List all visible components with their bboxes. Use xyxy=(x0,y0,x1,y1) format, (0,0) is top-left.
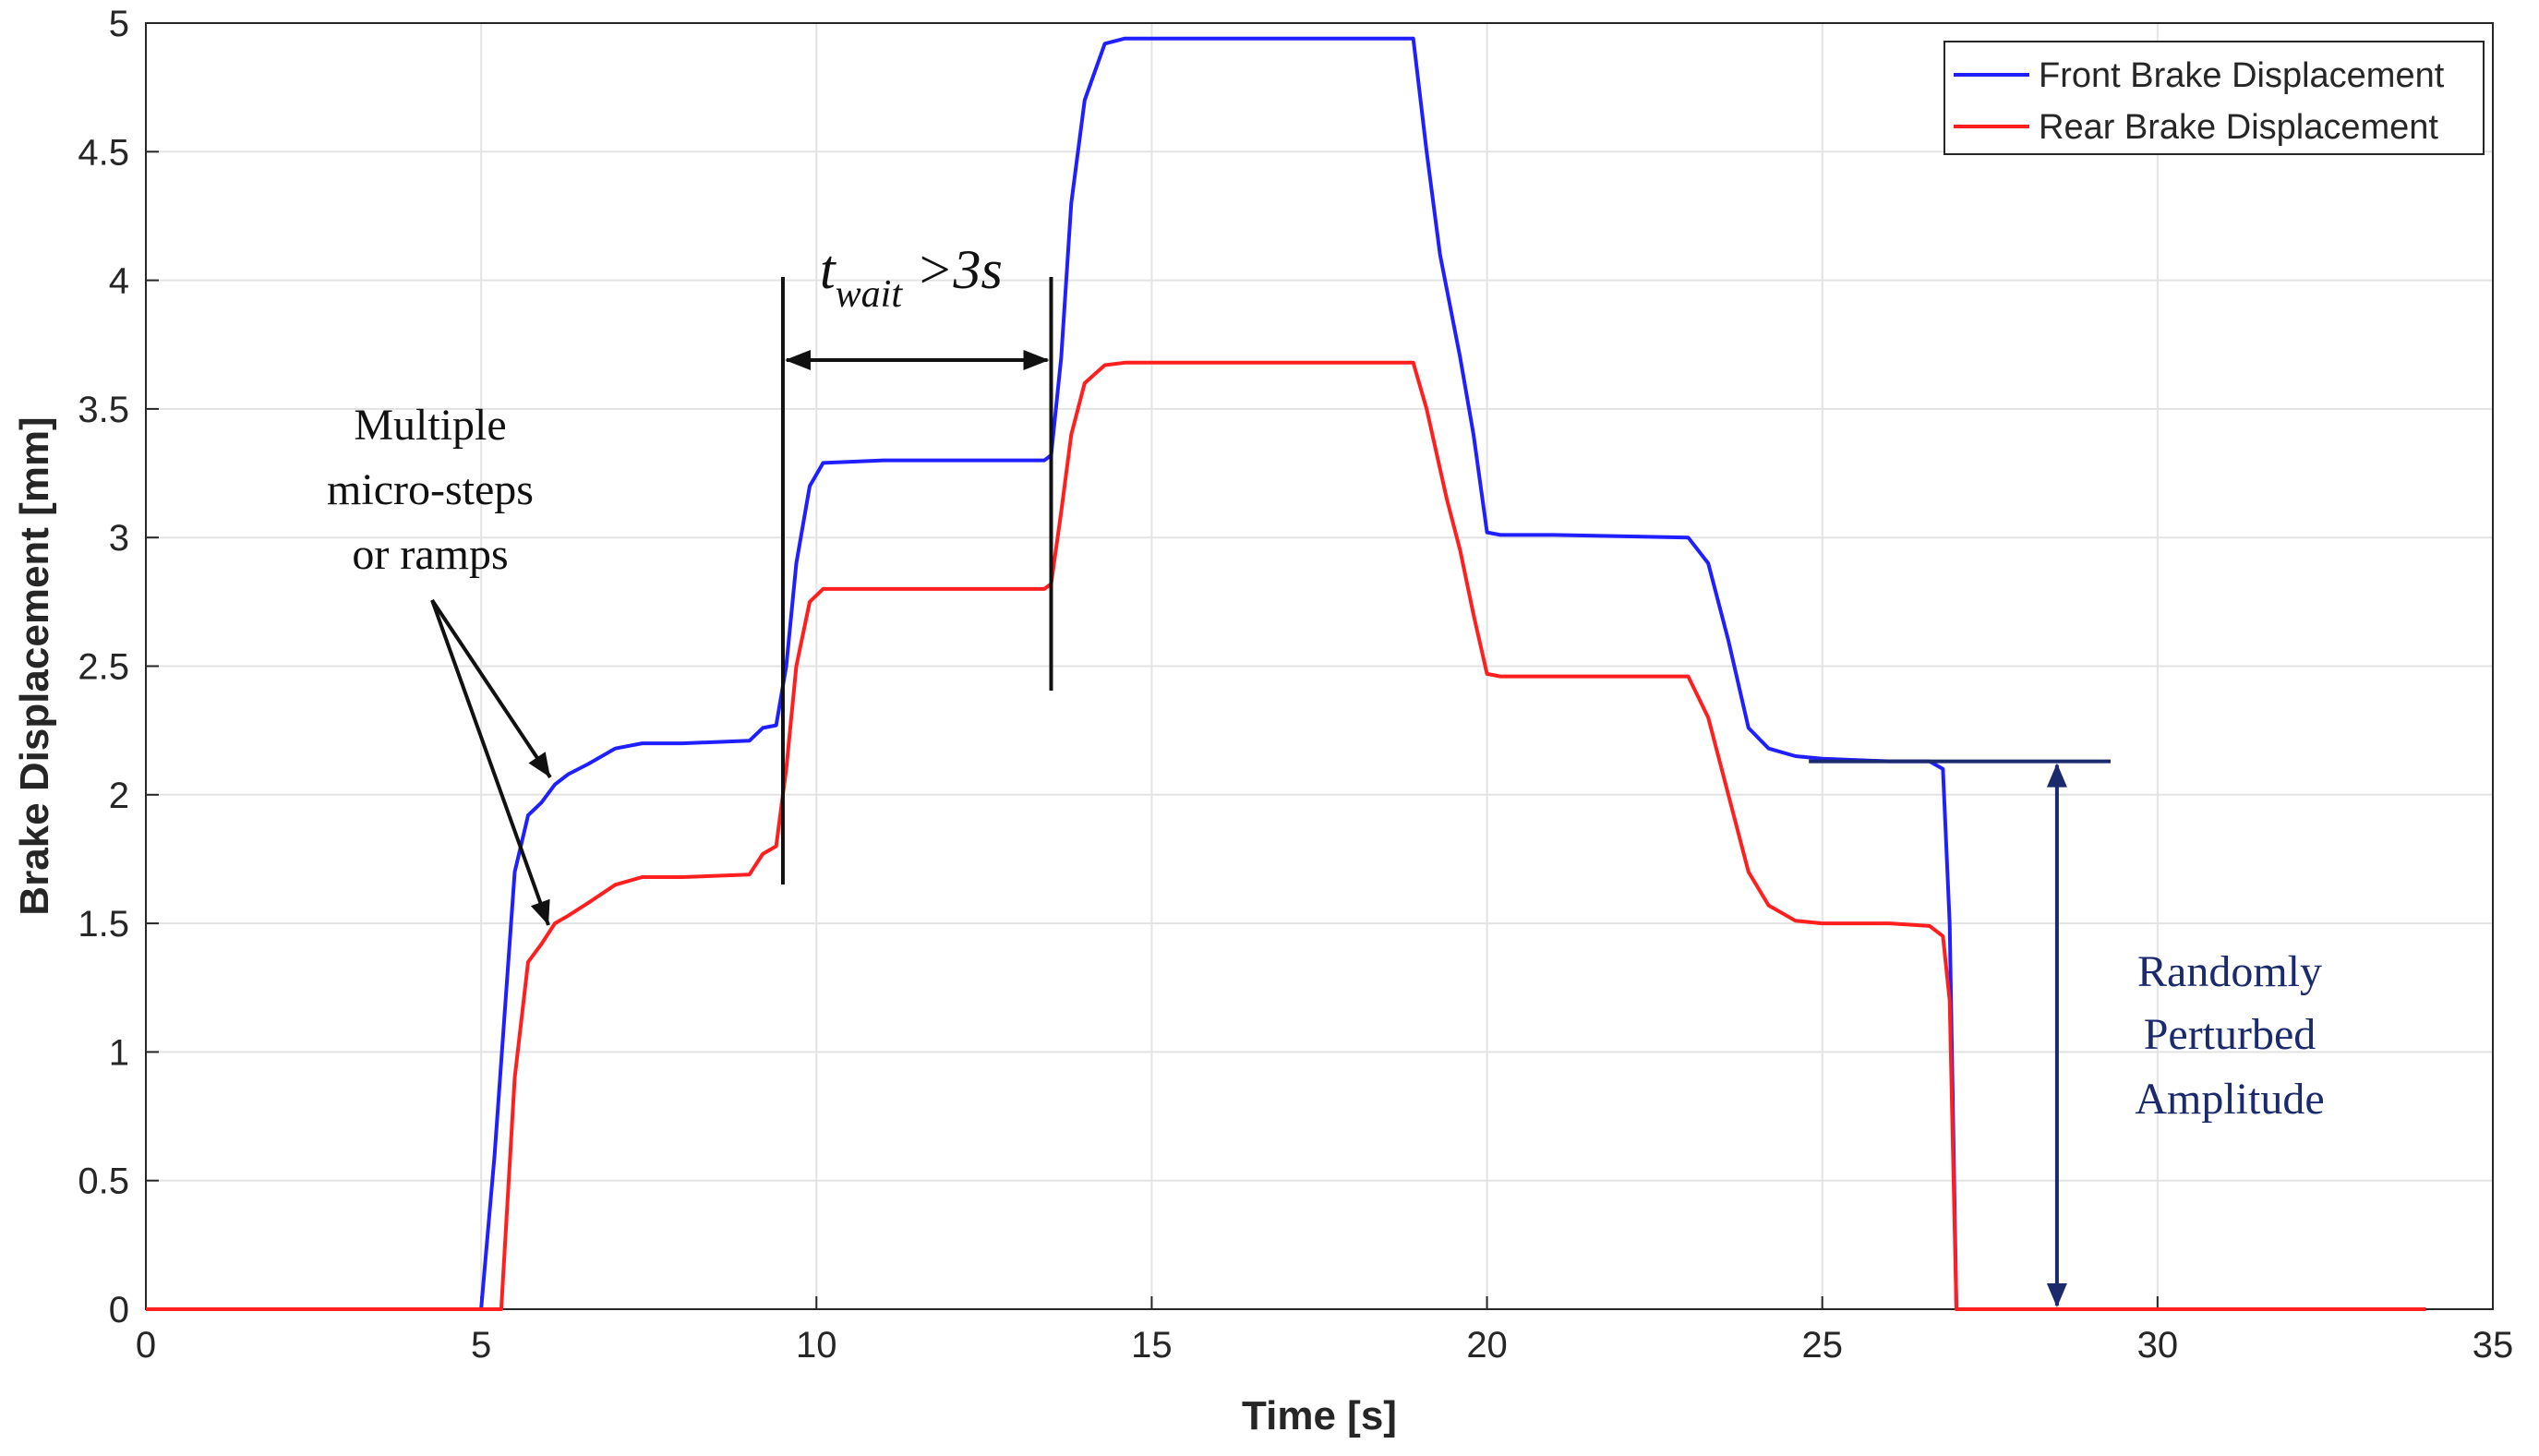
perturbed-amplitude-text: Randomly xyxy=(2137,947,2322,996)
y-tick-label: 1 xyxy=(109,1032,129,1073)
x-tick-label: 0 xyxy=(136,1325,156,1366)
series-lines xyxy=(146,36,2426,1311)
micro-steps-arrow-rear xyxy=(430,599,550,926)
y-tick-label: 2 xyxy=(109,776,129,816)
y-tick-label: 4 xyxy=(109,261,129,302)
twait-arrow-left-head xyxy=(784,350,811,370)
front-brake-line xyxy=(146,36,2426,1311)
x-tick-label: 35 xyxy=(2473,1325,2514,1366)
x-tick-label: 5 xyxy=(471,1325,491,1366)
y-tick-label: 1.5 xyxy=(78,904,129,945)
y-axis-label: Brake Displacement [mm] xyxy=(12,416,57,915)
twait-label: twait >3s xyxy=(820,239,1003,316)
micro-steps-arrow-front-head xyxy=(528,752,550,777)
x-tick-label: 15 xyxy=(1131,1325,1173,1366)
legend-label-rear: Rear Brake Displacement xyxy=(2039,108,2438,147)
y-tick-label: 0.5 xyxy=(78,1161,129,1202)
annotations: Multiple micro-steps or ramps twait >3s Rand… xyxy=(327,239,2325,1307)
perturbed-amplitude-text: Perturbed xyxy=(2144,1010,2316,1059)
y-tick-label: 2.5 xyxy=(78,647,129,688)
rear-brake-line xyxy=(146,360,2426,1311)
perturbed-amplitude-text: Amplitude xyxy=(2135,1075,2324,1124)
amplitude-arrow-top-head xyxy=(2046,763,2067,788)
y-tick-label: 5 xyxy=(109,4,129,44)
x-tick-label: 10 xyxy=(796,1325,837,1366)
y-tick-label: 3.5 xyxy=(78,390,129,430)
micro-steps-arrow-front xyxy=(430,598,552,779)
y-tick-label: 4.5 xyxy=(78,132,129,173)
axis-ticks: 0 5 10 15 20 25 30 35 0 0.5 1 1.5 2 2.5 3 3.5 4 4.5 5 xyxy=(78,4,2513,1366)
x-tick-label: 20 xyxy=(1466,1325,1508,1366)
legend-label-front: Front Brake Displacement xyxy=(2039,56,2445,95)
legend: Front Brake Displacement Rear Brake Disp… xyxy=(1943,41,2485,155)
x-tick-label: 25 xyxy=(1801,1325,1843,1366)
amplitude-arrow-bottom-head xyxy=(2046,1283,2067,1307)
micro-steps-text: micro-steps xyxy=(327,465,534,514)
twait-arrow-right-head xyxy=(1023,350,1050,370)
micro-steps-text: Multiple xyxy=(354,401,506,450)
micro-steps-arrow-rear-head xyxy=(530,898,550,925)
micro-steps-text: or ramps xyxy=(352,530,508,579)
y-tick-label: 0 xyxy=(109,1290,129,1330)
legend-box xyxy=(1943,41,2485,155)
x-axis-label: Time [s] xyxy=(1242,1393,1397,1438)
y-tick-label: 3 xyxy=(109,518,129,559)
x-tick-label: 30 xyxy=(2137,1325,2179,1366)
